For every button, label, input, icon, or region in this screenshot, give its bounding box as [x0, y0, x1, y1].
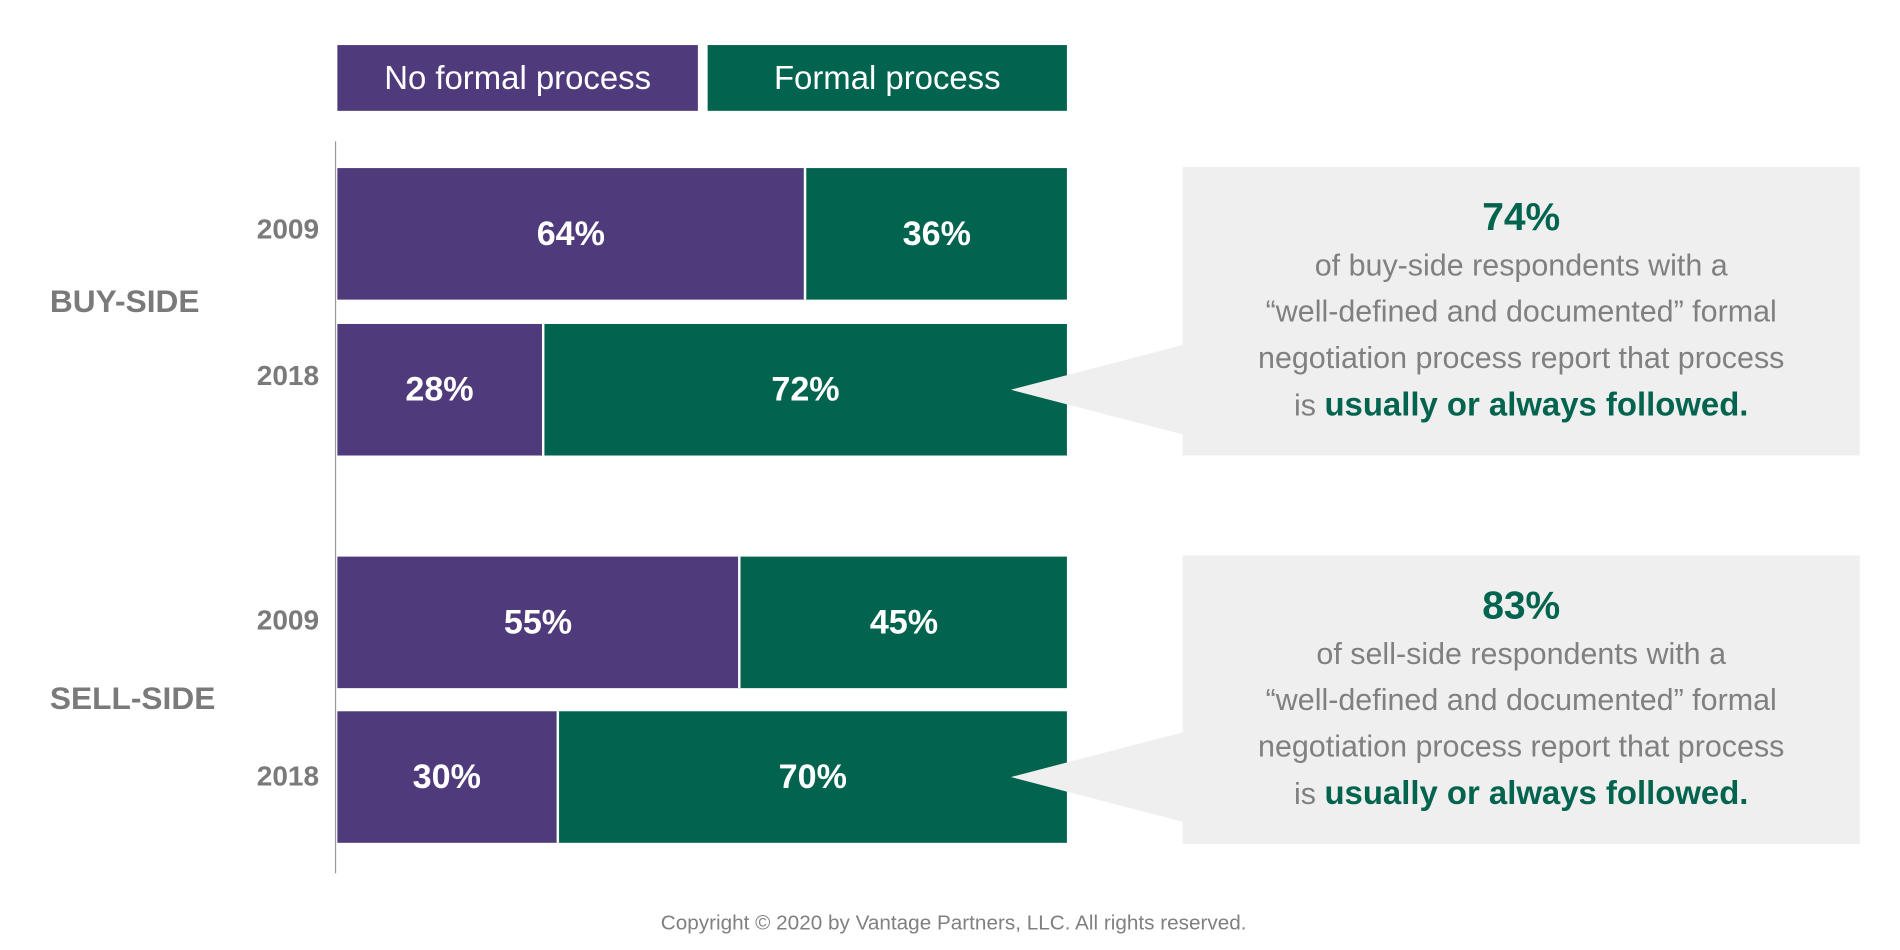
- callout-pointer: [1010, 344, 1184, 435]
- callout-sell-side: 83% of sell-side respondents with a “wel…: [1182, 555, 1860, 845]
- bar-formal-process: 45%: [738, 556, 1067, 689]
- callout-text: of sell-side respondents with a: [1316, 636, 1727, 672]
- legend-no-formal-process: No formal process: [337, 45, 698, 111]
- group-label-buy-side: BUY-SIDE: [49, 282, 200, 320]
- callout-emphasis: usually or always followed.: [1324, 386, 1749, 423]
- group-label-sell-side: SELL-SIDE: [49, 679, 216, 717]
- bar-formal-process: 72%: [541, 323, 1067, 456]
- callout-text: is: [1293, 388, 1325, 423]
- copyright: Copyright © 2020 by Vantage Partners, LL…: [660, 911, 1247, 935]
- year-label: 2009: [256, 213, 320, 245]
- callout-text: “well-defined and documented” formal: [1265, 683, 1777, 718]
- bar-no-formal-process: 55%: [337, 556, 739, 689]
- callout-stat: 83%: [1482, 583, 1561, 628]
- bar-no-formal-process: 64%: [337, 168, 805, 300]
- bar-formal-process: 36%: [804, 168, 1067, 300]
- year-label: 2018: [256, 760, 320, 792]
- callout-text: is: [1293, 777, 1325, 812]
- callout-pointer: [1010, 731, 1184, 823]
- bar-formal-process: 70%: [556, 711, 1067, 843]
- y-axis-line: [334, 141, 337, 874]
- year-label: 2018: [256, 359, 320, 391]
- callout-text: negotiation process report that process: [1258, 341, 1785, 376]
- year-label: 2009: [256, 604, 320, 636]
- bar-no-formal-process: 30%: [337, 711, 557, 843]
- legend-formal-process: Formal process: [707, 45, 1067, 111]
- callout-text: negotiation process report that process: [1258, 729, 1785, 764]
- callout-stat: 74%: [1482, 194, 1561, 239]
- callout-text: of buy-side respondents with a: [1314, 248, 1728, 283]
- bar-no-formal-process: 28%: [337, 323, 542, 456]
- callout-buy-side: 74% of buy-side respondents with a “well…: [1182, 166, 1860, 456]
- callout-emphasis: usually or always followed.: [1324, 774, 1749, 812]
- callout-text: “well-defined and documented” formal: [1265, 294, 1777, 329]
